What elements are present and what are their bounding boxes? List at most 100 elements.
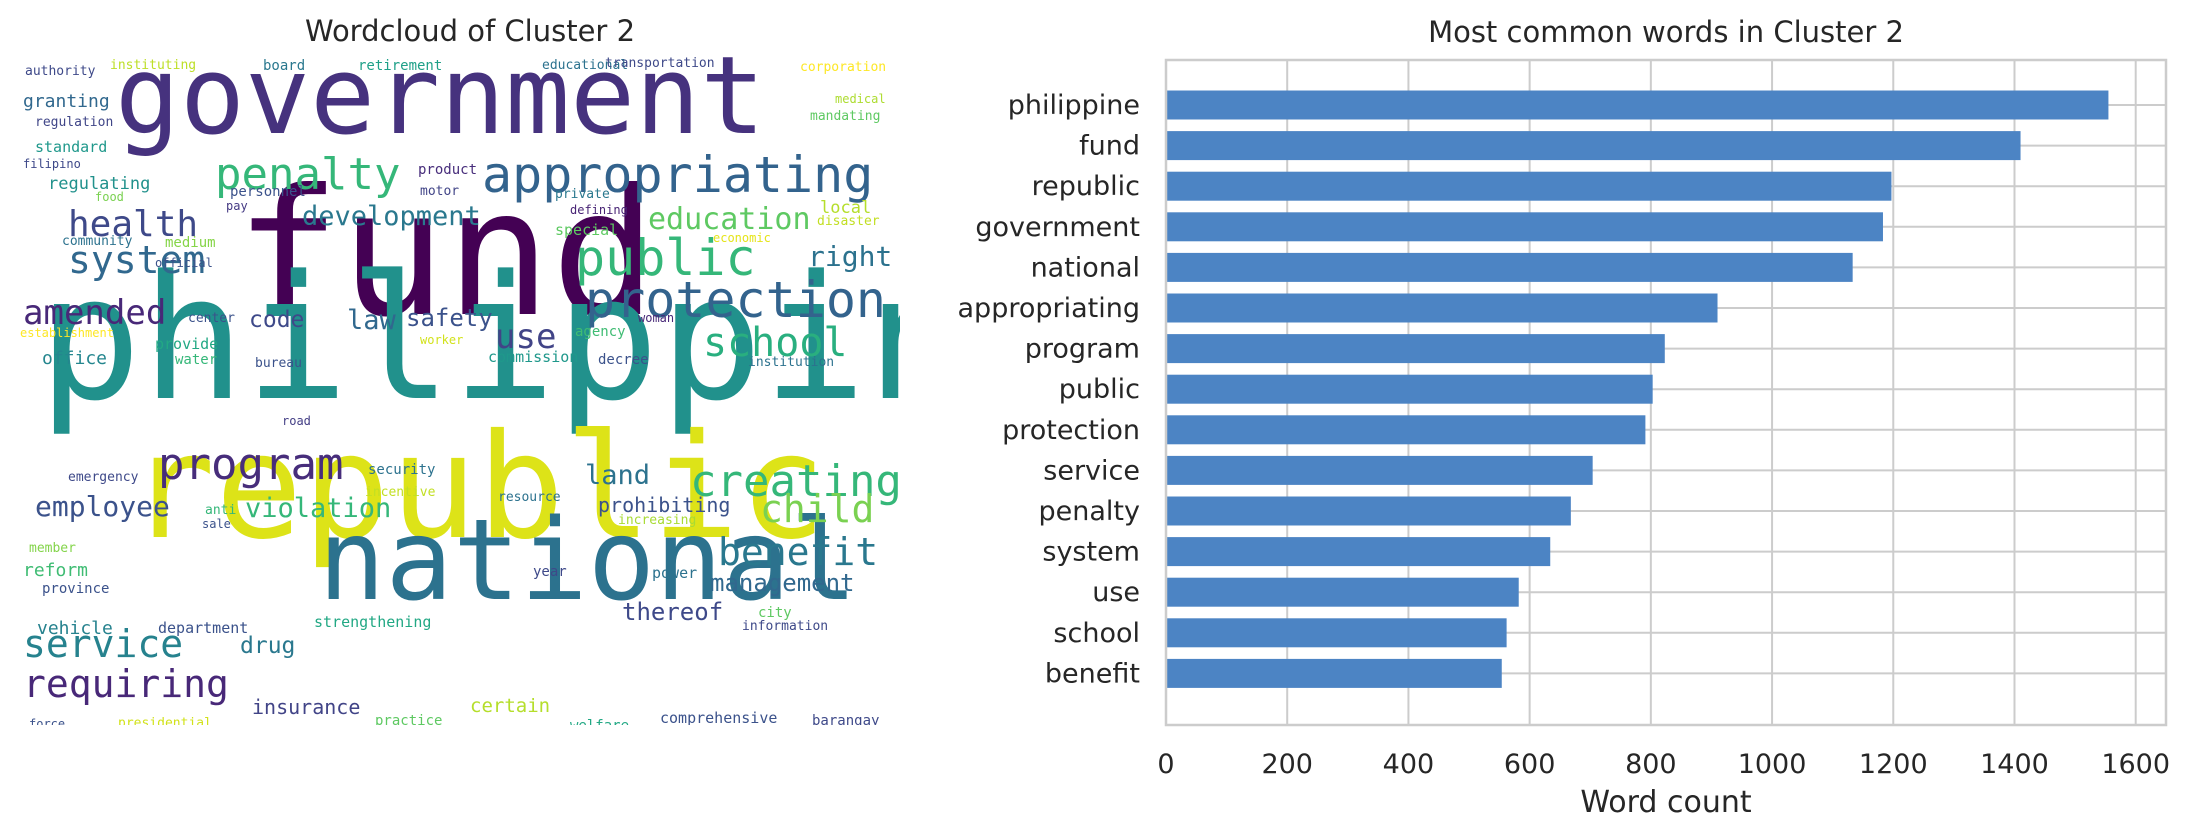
cloud-word-incentive: incentive	[365, 485, 436, 500]
y-tick-label-service: service	[1043, 455, 1140, 486]
cloud-word-educational: educational	[542, 58, 629, 73]
cloud-word-woman: woman	[638, 311, 675, 325]
cloud-word-member: member	[29, 541, 76, 556]
cloud-word-food: food	[95, 190, 124, 204]
y-tick-label-use: use	[1092, 577, 1140, 608]
cloud-word-worker: worker	[420, 333, 464, 347]
bar-appropriating	[1166, 293, 1718, 323]
cloud-word-mandating: mandating	[810, 109, 881, 124]
cloud-word-standard: standard	[35, 138, 108, 156]
bar-penalty	[1166, 496, 1571, 526]
cloud-word-education: education	[648, 202, 811, 237]
cloud-word-philippine: philippine	[38, 238, 900, 439]
cloud-word-regulation: regulation	[35, 115, 114, 130]
cloud-word-establishment: establishment	[20, 326, 114, 340]
cloud-word-information: information	[742, 619, 829, 634]
x-tick-label: 1600	[2101, 749, 2170, 780]
bar-use	[1166, 577, 1519, 607]
wordcloud-title: Wordcloud of Cluster 2	[304, 14, 636, 48]
bar-system	[1166, 537, 1551, 567]
cloud-word-security: security	[368, 462, 436, 478]
cloud-word-employee: employee	[35, 490, 170, 523]
x-tick-label: 800	[1625, 749, 1677, 780]
y-tick-label-program: program	[1025, 334, 1140, 365]
cloud-word-instituting: instituting	[110, 58, 197, 73]
cloud-word-prohibiting: prohibiting	[598, 493, 731, 517]
cloud-word-safety: safety	[406, 304, 493, 332]
bar-public	[1166, 374, 1653, 404]
cloud-word-filipino: filipino	[23, 157, 81, 171]
bar-republic	[1166, 171, 1892, 201]
cloud-word-commission: commission	[488, 348, 579, 366]
cloud-word-resource: resource	[498, 490, 561, 505]
cloud-word-increasing: increasing	[618, 513, 697, 528]
wordcloud-panel: Wordcloud of Cluster 2 government fund phi…	[0, 0, 940, 839]
cloud-word-granting: granting	[23, 91, 110, 112]
cloud-word-force: force	[29, 717, 66, 725]
cloud-word-province: province	[42, 581, 110, 597]
cloud-word-vehicle: vehicle	[37, 618, 113, 639]
cloud-word-fund: fund	[235, 153, 657, 356]
cloud-word-land: land	[585, 460, 651, 491]
cloud-word-government: government	[115, 55, 766, 159]
cloud-word-institution: institution	[748, 355, 835, 370]
cloud-word-program: program	[158, 439, 344, 490]
cloud-word-management: management	[710, 569, 855, 597]
x-tick-label: 0	[1157, 749, 1174, 780]
cloud-word-practice: practice	[375, 713, 443, 725]
cloud-word-defining: defining	[570, 203, 628, 217]
cloud-word-sale: sale	[202, 517, 231, 531]
y-tick-label-penalty: penalty	[1039, 496, 1140, 527]
x-axis-label: Word count	[1580, 785, 1752, 820]
cloud-word-medium: medium	[165, 235, 216, 251]
cloud-word-motor: motor	[420, 184, 460, 199]
cloud-word-reform: reform	[23, 560, 89, 581]
y-tick-label-protection: protection	[1002, 415, 1140, 446]
cloud-word-department: department	[158, 619, 249, 637]
x-tick-label: 1200	[1859, 749, 1928, 780]
cloud-word-emergency: emergency	[68, 470, 139, 485]
chart-title: Most common words in Cluster 2	[1428, 15, 1904, 49]
cloud-word-local: local	[820, 198, 872, 218]
y-tick-label-school: school	[1053, 618, 1140, 649]
x-tick-label: 600	[1504, 749, 1556, 780]
cloud-word-use: use	[495, 317, 557, 357]
cloud-word-road: road	[282, 414, 311, 428]
cloud-word-personnel: personnel	[230, 184, 306, 200]
cloud-word-presidential: presidential	[118, 716, 212, 725]
cloud-word-special: special	[555, 221, 619, 239]
cloud-word-regulating: regulating	[48, 174, 151, 194]
cloud-word-public: public	[575, 229, 756, 287]
cloud-word-community: community	[62, 234, 133, 249]
cloud-word-requiring: requiring	[23, 662, 229, 706]
y-tick-label-appropriating: appropriating	[958, 293, 1140, 324]
cloud-word-service: service	[23, 622, 184, 666]
plot-frame	[1164, 58, 2168, 727]
cloud-word-school: school	[703, 320, 848, 366]
cloud-word-drug: drug	[240, 633, 296, 659]
cloud-word-board: board	[263, 58, 306, 74]
cloud-word-comprehensive: comprehensive	[660, 709, 778, 726]
cloud-word-penalty: penalty	[215, 149, 401, 200]
cloud-word-violation: violation	[245, 493, 392, 524]
cloud-word-right: right	[808, 240, 893, 273]
cloud-word-pay: pay	[226, 199, 248, 213]
cloud-word-economic: economic	[713, 231, 771, 245]
cloud-word-barangay: barangay	[812, 713, 880, 725]
cloud-word-medical: medical	[835, 92, 886, 106]
cloud-word-republic: republic	[128, 403, 827, 572]
bar-service	[1166, 455, 1593, 485]
y-tick-label-republic: republic	[1032, 171, 1140, 202]
cloud-word-amended: amended	[23, 293, 167, 333]
cloud-word-anti: anti	[205, 503, 237, 518]
cloud-word-law: law	[347, 305, 396, 336]
cloud-word-strengthening: strengthening	[314, 613, 432, 631]
y-tick-label-public: public	[1059, 374, 1140, 405]
cloud-word-certain: certain	[470, 695, 551, 717]
cloud-word-benefit: benefit	[718, 530, 879, 574]
x-tick-label: 1000	[1738, 749, 1807, 780]
cloud-word-creating: creating	[690, 456, 900, 507]
cloud-word-system: system	[68, 238, 206, 282]
cloud-word-welfare: welfare	[570, 719, 629, 725]
